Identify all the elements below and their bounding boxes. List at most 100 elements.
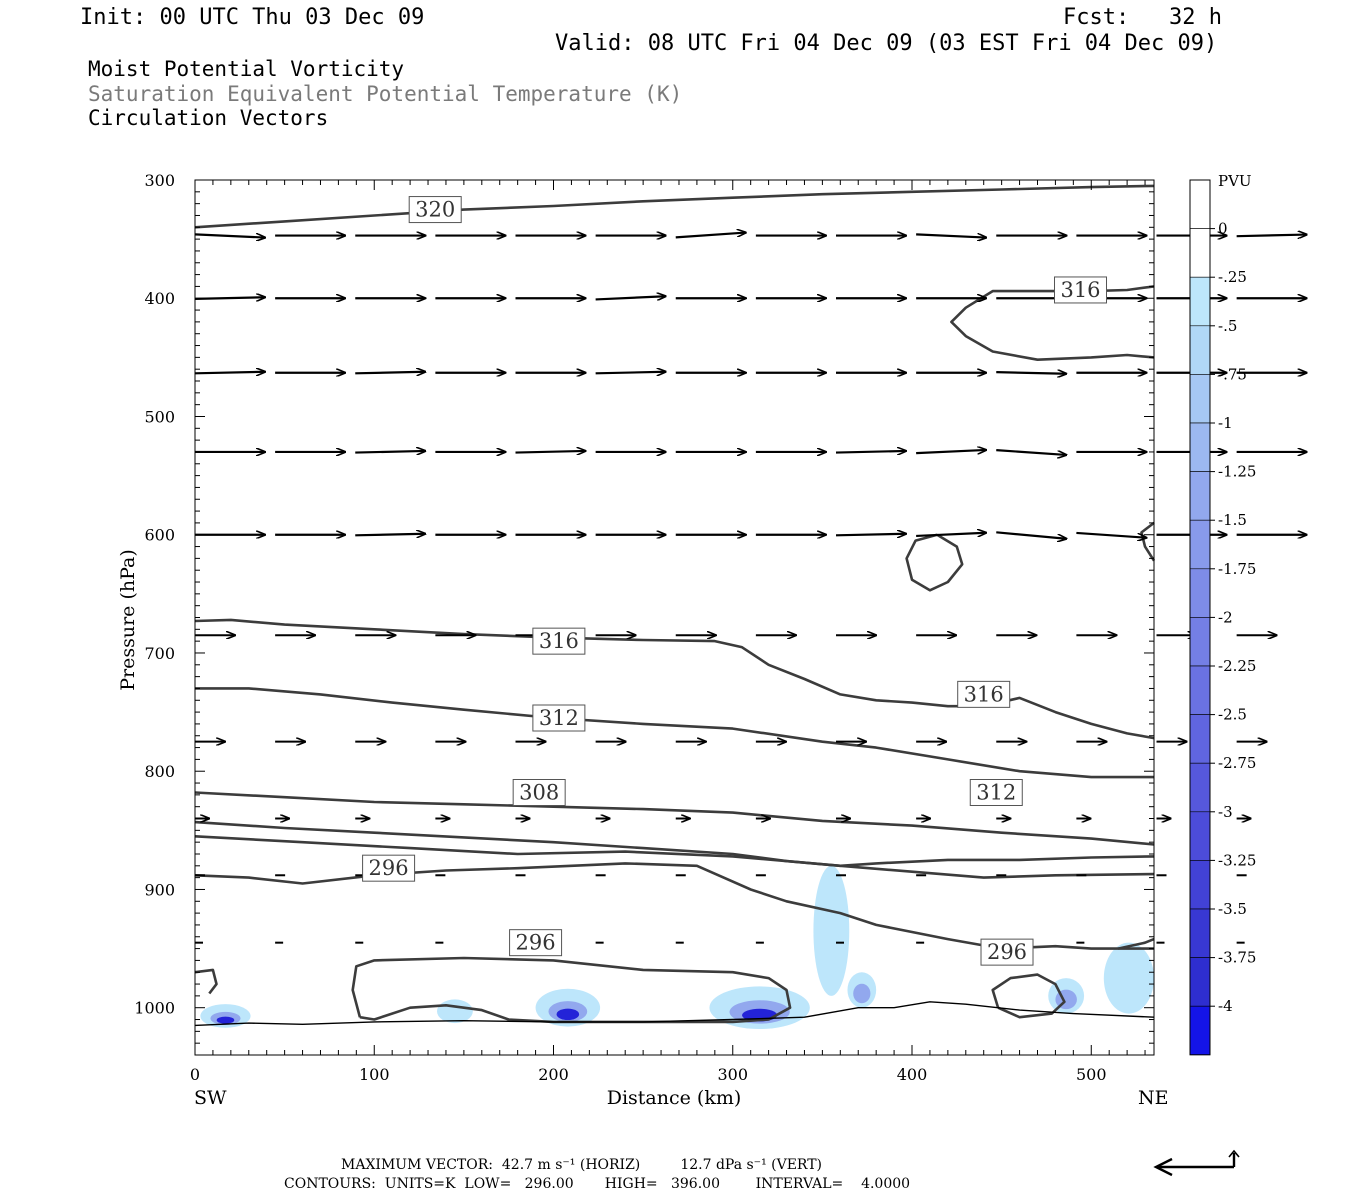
x-tick-label: 0: [190, 1065, 200, 1084]
theta-es-contour-300-8: [194, 835, 1155, 868]
colorbar-label: -2.25: [1218, 657, 1256, 675]
colorbar-swatch: [1189, 325, 1211, 375]
colorbar-swatch: [1189, 762, 1211, 813]
contour-label-box: [980, 938, 1034, 966]
init-time: Init: 00 UTC Thu 03 Dec 09: [80, 5, 425, 30]
contour-label-layer: 320 316 316 312 316 308 312 296 296 296: [362, 196, 1108, 966]
circulation-vector: [355, 451, 425, 453]
contour-label-box: [532, 627, 586, 655]
pv-shade-outer-7: [1103, 942, 1154, 1014]
colorbar-swatch: [1189, 908, 1211, 958]
theta-es-contour-296-11: [194, 968, 218, 995]
colorbar-swatch: [1189, 617, 1211, 667]
circulation-vector: [595, 372, 666, 374]
contour-label-box: [509, 929, 563, 957]
sw-label: SW: [194, 1087, 227, 1109]
circulation-vector: [355, 534, 425, 536]
terrain-layer: [194, 1001, 1155, 1027]
pv-shade-core-2: [556, 1008, 580, 1021]
plot-frame: [194, 179, 1155, 1056]
contour-label: 316: [539, 629, 579, 653]
x-axis-label: Distance (km): [607, 1087, 742, 1109]
reference-vector-icon: [1153, 1149, 1240, 1177]
colorbar-swatch: [1189, 179, 1211, 229]
colorbar-swatch: [1189, 471, 1211, 521]
contour-label-box: [512, 779, 566, 806]
colorbar-swatch: [1189, 1005, 1211, 1056]
footer-contours: CONTOURS: UNITS=K LOW= 296.00 HIGH= 396.…: [284, 1176, 911, 1192]
y-tick-label: 900: [144, 880, 175, 899]
colorbar-swatch: [1189, 811, 1211, 861]
y-tick-label: 300: [144, 171, 175, 190]
colorbar-label: -1.25: [1218, 463, 1256, 481]
ne-label: NE: [1138, 1087, 1169, 1109]
terrain-line: [194, 1001, 1155, 1027]
theta-es-contour-296-13: [1117, 937, 1155, 950]
circulation-vector: [996, 531, 1066, 538]
title-theta-es: Saturation Equivalent Potential Temperat…: [88, 82, 683, 106]
circulation-vector: [675, 233, 746, 239]
colorbar-swatch: [1189, 568, 1211, 618]
contour-label-box: [362, 854, 416, 882]
contour-label-box: [1054, 276, 1108, 304]
colorbar: PVU 0 -.25 -.5 -.75 -1 -1.25 -1.5 -1.75 -2 -2.25 -2…: [1189, 172, 1256, 1056]
colorbar-swatch: [1189, 422, 1211, 472]
circulation-vector: [595, 296, 666, 299]
colorbar-label: -1: [1218, 414, 1233, 432]
theta-es-contour-308-6: [194, 791, 1155, 846]
x-tick-label: 200: [538, 1065, 569, 1084]
title-mpv: Moist Potential Vorticity: [88, 57, 405, 81]
circulation-vector: [996, 372, 1066, 374]
theta-es-contour-316-2: [194, 618, 1155, 740]
title-vectors: Circulation Vectors: [88, 106, 329, 130]
pv-shade-core-0: [216, 1016, 235, 1024]
theta-es-contour-296-10: [351, 956, 792, 1024]
colorbar-swatch: [1189, 519, 1211, 570]
contour-label: 296: [987, 940, 1027, 964]
colorbar-label: -4: [1218, 997, 1233, 1015]
colorbar-swatch: [1189, 665, 1211, 715]
valid-time: Valid: 08 UTC Fri 04 Dec 09 (03 EST Fri …: [555, 31, 1218, 56]
circulation-vector: [916, 533, 986, 536]
colorbar-swatch: [1189, 276, 1211, 327]
contour-label-box: [532, 704, 586, 732]
theta-es-contour-304-7: [194, 820, 1155, 879]
axis-layer: 300 400 500 600 700 800 900 1000 0 100 200 300 400 50…: [134, 171, 1154, 1084]
colorbar-label: -2.5: [1218, 706, 1247, 724]
footer-max-vector: MAXIMUM VECTOR: 42.7 m s⁻¹ (HORIZ) 12.7 …: [341, 1157, 823, 1173]
colorbar-swatch: [1189, 957, 1211, 1007]
forecast-hour: Fcst: 32 h: [1063, 5, 1222, 30]
x-tick-label: 100: [359, 1065, 390, 1084]
vector-layer: [194, 233, 1307, 944]
pv-shade-mid-5: [853, 983, 871, 1004]
circulation-vector: [1236, 235, 1307, 237]
theta-es-contour-316-3: [905, 533, 964, 592]
contour-label: 296: [516, 931, 556, 955]
contour-label-box: [969, 779, 1023, 806]
colorbar-label: 0: [1218, 220, 1228, 238]
y-tick-label: 1000: [134, 999, 175, 1018]
colorbar-swatch: [1189, 228, 1211, 278]
circulation-vector: [194, 297, 265, 299]
colorbar-swatch: [1189, 860, 1211, 910]
circulation-vector: [355, 372, 425, 374]
contour-label: 312: [976, 781, 1016, 805]
colorbar-label: -3.75: [1218, 949, 1256, 967]
colorbar-label: -1.75: [1218, 560, 1256, 578]
colorbar-label: -1.5: [1218, 511, 1247, 529]
x-tick-label: 400: [897, 1065, 928, 1084]
circulation-vector: [916, 234, 986, 237]
circulation-vector: [515, 451, 586, 453]
colorbar-label: -.75: [1218, 365, 1247, 383]
circulation-vector: [194, 234, 265, 237]
colorbar-label: -3: [1218, 803, 1233, 821]
contour-label: 316: [1060, 278, 1100, 302]
colorbar-unit: PVU: [1218, 172, 1252, 190]
colorbar-label: -3.5: [1218, 900, 1247, 918]
y-tick-label: 700: [144, 644, 175, 663]
contour-label: 308: [519, 781, 559, 805]
contour-label-box: [408, 196, 462, 224]
colorbar-label: -.5: [1218, 317, 1237, 335]
colorbar-swatch: [1189, 714, 1211, 764]
